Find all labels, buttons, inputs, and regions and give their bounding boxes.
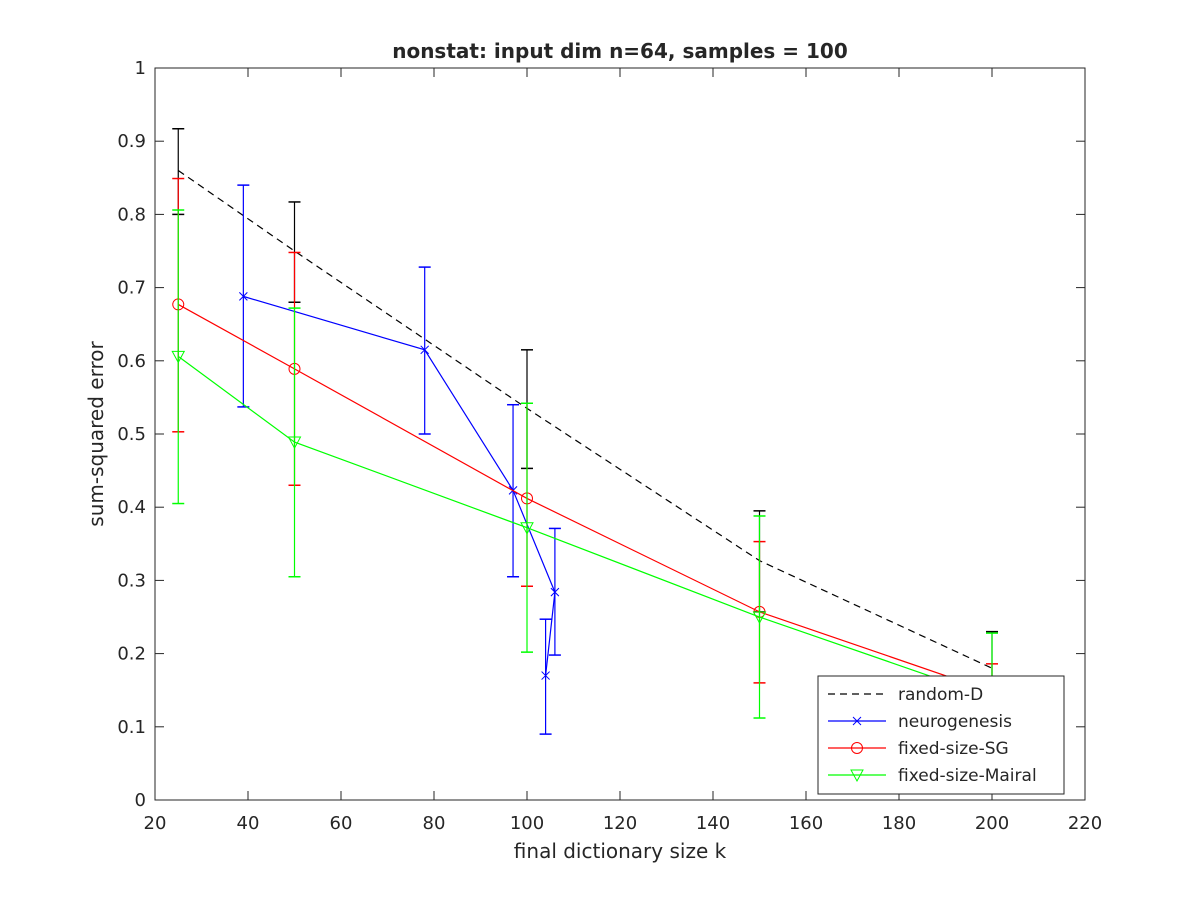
- x-tick-label: 100: [510, 813, 544, 834]
- legend-marker: [852, 716, 862, 726]
- series-fixed-size-sg: [172, 177, 998, 721]
- x-tick-label: 200: [975, 813, 1009, 834]
- data-point: [550, 587, 560, 597]
- x-marker-stroke: [550, 587, 560, 597]
- legend-marker: [851, 742, 863, 754]
- data-point: [541, 671, 550, 680]
- x-marker-stroke: [852, 716, 862, 726]
- legend-label: neurogenesis: [898, 712, 1012, 732]
- legend-box: [817, 675, 1065, 795]
- x-marker-stroke: [420, 345, 430, 355]
- x-tick-label: 220: [1068, 813, 1102, 834]
- y-tick-label: 1: [135, 58, 146, 79]
- x-tick-label: 180: [882, 813, 916, 834]
- legend-marker: [850, 769, 864, 783]
- x-tick-label: 160: [789, 813, 823, 834]
- x-tick-label: 40: [237, 813, 260, 834]
- legend-item-fixed-size-mairal: fixed-size-Mairal: [828, 766, 1037, 786]
- x-tick-label: 20: [144, 813, 167, 834]
- x-marker-stroke: [238, 292, 248, 301]
- series-random-d: [172, 128, 998, 706]
- x-tick-label: 120: [603, 813, 637, 834]
- plot-area: 20 40 60 80 100 120 140 160 180 200 220 0 0.1 0.2 0.3 0…: [117, 58, 1102, 834]
- error-bar: [539, 618, 552, 735]
- data-point: [752, 611, 767, 625]
- y-tick-label: 0.5: [117, 424, 146, 445]
- data-point: [238, 292, 248, 301]
- x-tick-label: 60: [330, 813, 353, 834]
- y-tick-label: 0.7: [117, 278, 146, 299]
- legend-label: fixed-size-SG: [898, 739, 1009, 759]
- legend-item-neurogenesis: neurogenesis: [828, 712, 1012, 732]
- series-fixed-size-mairal: [171, 209, 999, 765]
- y-tick-label: 0.1: [117, 717, 146, 738]
- series-neurogenesis: [237, 184, 561, 735]
- y-axis-label: sum-squared error: [84, 341, 108, 527]
- x-marker-stroke: [541, 671, 550, 680]
- data-point: [287, 436, 302, 450]
- y-tick-label: 0.2: [117, 644, 146, 665]
- x-tick-label: 80: [423, 813, 446, 834]
- y-tick-label: 0.4: [117, 497, 146, 518]
- legend-item-random-d: random-D: [828, 685, 983, 705]
- y-tick-label: 0.6: [117, 351, 146, 372]
- y-tick-label: 0.8: [117, 204, 146, 225]
- series-line: [177, 169, 993, 669]
- legend-label: random-D: [898, 685, 983, 705]
- y-tick-label: 0.9: [117, 131, 146, 152]
- x-axis-label: final dictionary size k: [514, 839, 727, 863]
- legend-item-fixed-size-sg: fixed-size-SG: [828, 739, 1009, 759]
- x-tick-label: 140: [696, 813, 730, 834]
- data-point: [171, 350, 186, 364]
- legend: random-D neurogenesis fixed-size-SG fixed-s…: [817, 675, 1065, 795]
- data-point: [520, 522, 534, 535]
- y-tick-label: 0.3: [117, 570, 146, 591]
- y-tick-label: 0: [135, 790, 146, 811]
- series-line: [177, 355, 993, 699]
- chart-title: nonstat: input dim n=64, samples = 100: [392, 39, 848, 63]
- series-line: [177, 303, 993, 693]
- legend-label: fixed-size-Mairal: [898, 766, 1037, 786]
- data-point: [420, 345, 430, 355]
